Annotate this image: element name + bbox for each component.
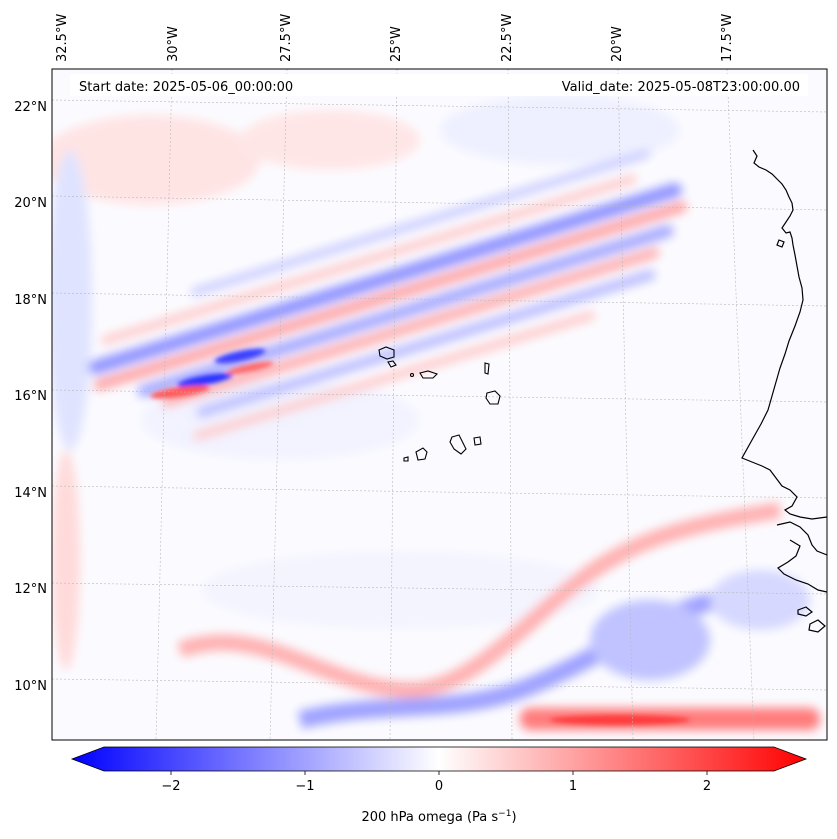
coastline (741, 149, 827, 633)
lon-label: 32.5°W (55, 14, 70, 62)
lat-label: 14°N (14, 486, 47, 501)
lat-label: 22°N (14, 100, 47, 115)
latitude-labels: 22°N 20°N 18°N 16°N 14°N 12°N 10°N (14, 100, 47, 694)
longitude-labels: 32.5°W 30°W 27.5°W 25°W 22.5°W 20°W 17.5… (55, 14, 735, 62)
field-band (88, 183, 682, 375)
field-band (100, 174, 637, 345)
field-patch (52, 115, 260, 205)
gridlines (52, 69, 827, 740)
island-outline (415, 447, 428, 461)
island-outline (403, 456, 409, 462)
lon-label: 30°W (166, 26, 181, 62)
map-frame (51, 68, 828, 741)
island-outline (419, 370, 439, 379)
start-date-label: Start date: 2025-05-06_00:00:00 (79, 80, 293, 95)
field-core (550, 715, 690, 725)
island-outline (449, 434, 467, 455)
colorbar-tick-labels: −2 −1 0 1 2 (161, 779, 711, 794)
colorbar-label: 200 hPa omega (Pa s−1) (361, 809, 516, 825)
colorbar-label-exponent: −1 (498, 809, 511, 819)
omega-field (52, 95, 820, 730)
colorbar-bar (70, 746, 808, 772)
island-outline (484, 362, 490, 375)
lon-label: 22.5°W (500, 14, 515, 62)
island-outline (387, 360, 397, 368)
valid-date-label: Valid_date: 2025-05-08T23:00:00.00 (562, 80, 800, 95)
field-patch (710, 570, 810, 630)
lat-label: 20°N (14, 196, 47, 211)
field-band (93, 201, 688, 391)
colorbar-tick-label: −1 (295, 779, 314, 794)
field-band (137, 225, 674, 398)
lon-label: 25°W (389, 26, 404, 62)
colorbar-ticks (170, 771, 708, 775)
island-outline (485, 390, 501, 405)
field-patch (590, 600, 710, 680)
island-outline (409, 372, 415, 378)
field-patch (52, 150, 92, 450)
field-patch (240, 110, 420, 170)
lat-label: 16°N (14, 389, 47, 404)
colorbar-label-main: 200 hPa omega (Pa s (361, 810, 498, 825)
field-patch (140, 380, 420, 460)
field-band (177, 502, 782, 699)
island-outline (473, 436, 482, 446)
colorbar-tick-label: −2 (161, 779, 180, 794)
header-box (70, 74, 808, 96)
omega-extremes (150, 348, 690, 725)
colorbar-tick-label: 0 (435, 779, 443, 794)
lon-label: 20°W (610, 26, 625, 62)
colorbar: −2 −1 0 1 2 200 hPa omega (Pa s−1) (70, 746, 808, 825)
field-band (196, 269, 656, 418)
field-core (177, 373, 233, 387)
map-panel (52, 69, 827, 740)
islands (378, 346, 501, 462)
island-outline (378, 346, 395, 360)
lat-label: 10°N (14, 679, 47, 694)
field-patch (200, 550, 600, 630)
field-band (192, 311, 596, 441)
lon-label: 17.5°W (720, 14, 735, 62)
field-core (226, 361, 274, 375)
field-band (190, 149, 651, 296)
field-band (161, 247, 660, 407)
colorbar-tick-label: 1 (569, 779, 577, 794)
colorbar-label-close: ) (511, 810, 516, 825)
field-patch (52, 450, 80, 670)
field-core (214, 348, 266, 364)
colorbar-tick-label: 2 (703, 779, 711, 794)
lat-label: 18°N (14, 293, 47, 308)
field-patch (440, 95, 680, 165)
lat-label: 12°N (14, 582, 47, 597)
lon-label: 27.5°W (279, 14, 294, 62)
